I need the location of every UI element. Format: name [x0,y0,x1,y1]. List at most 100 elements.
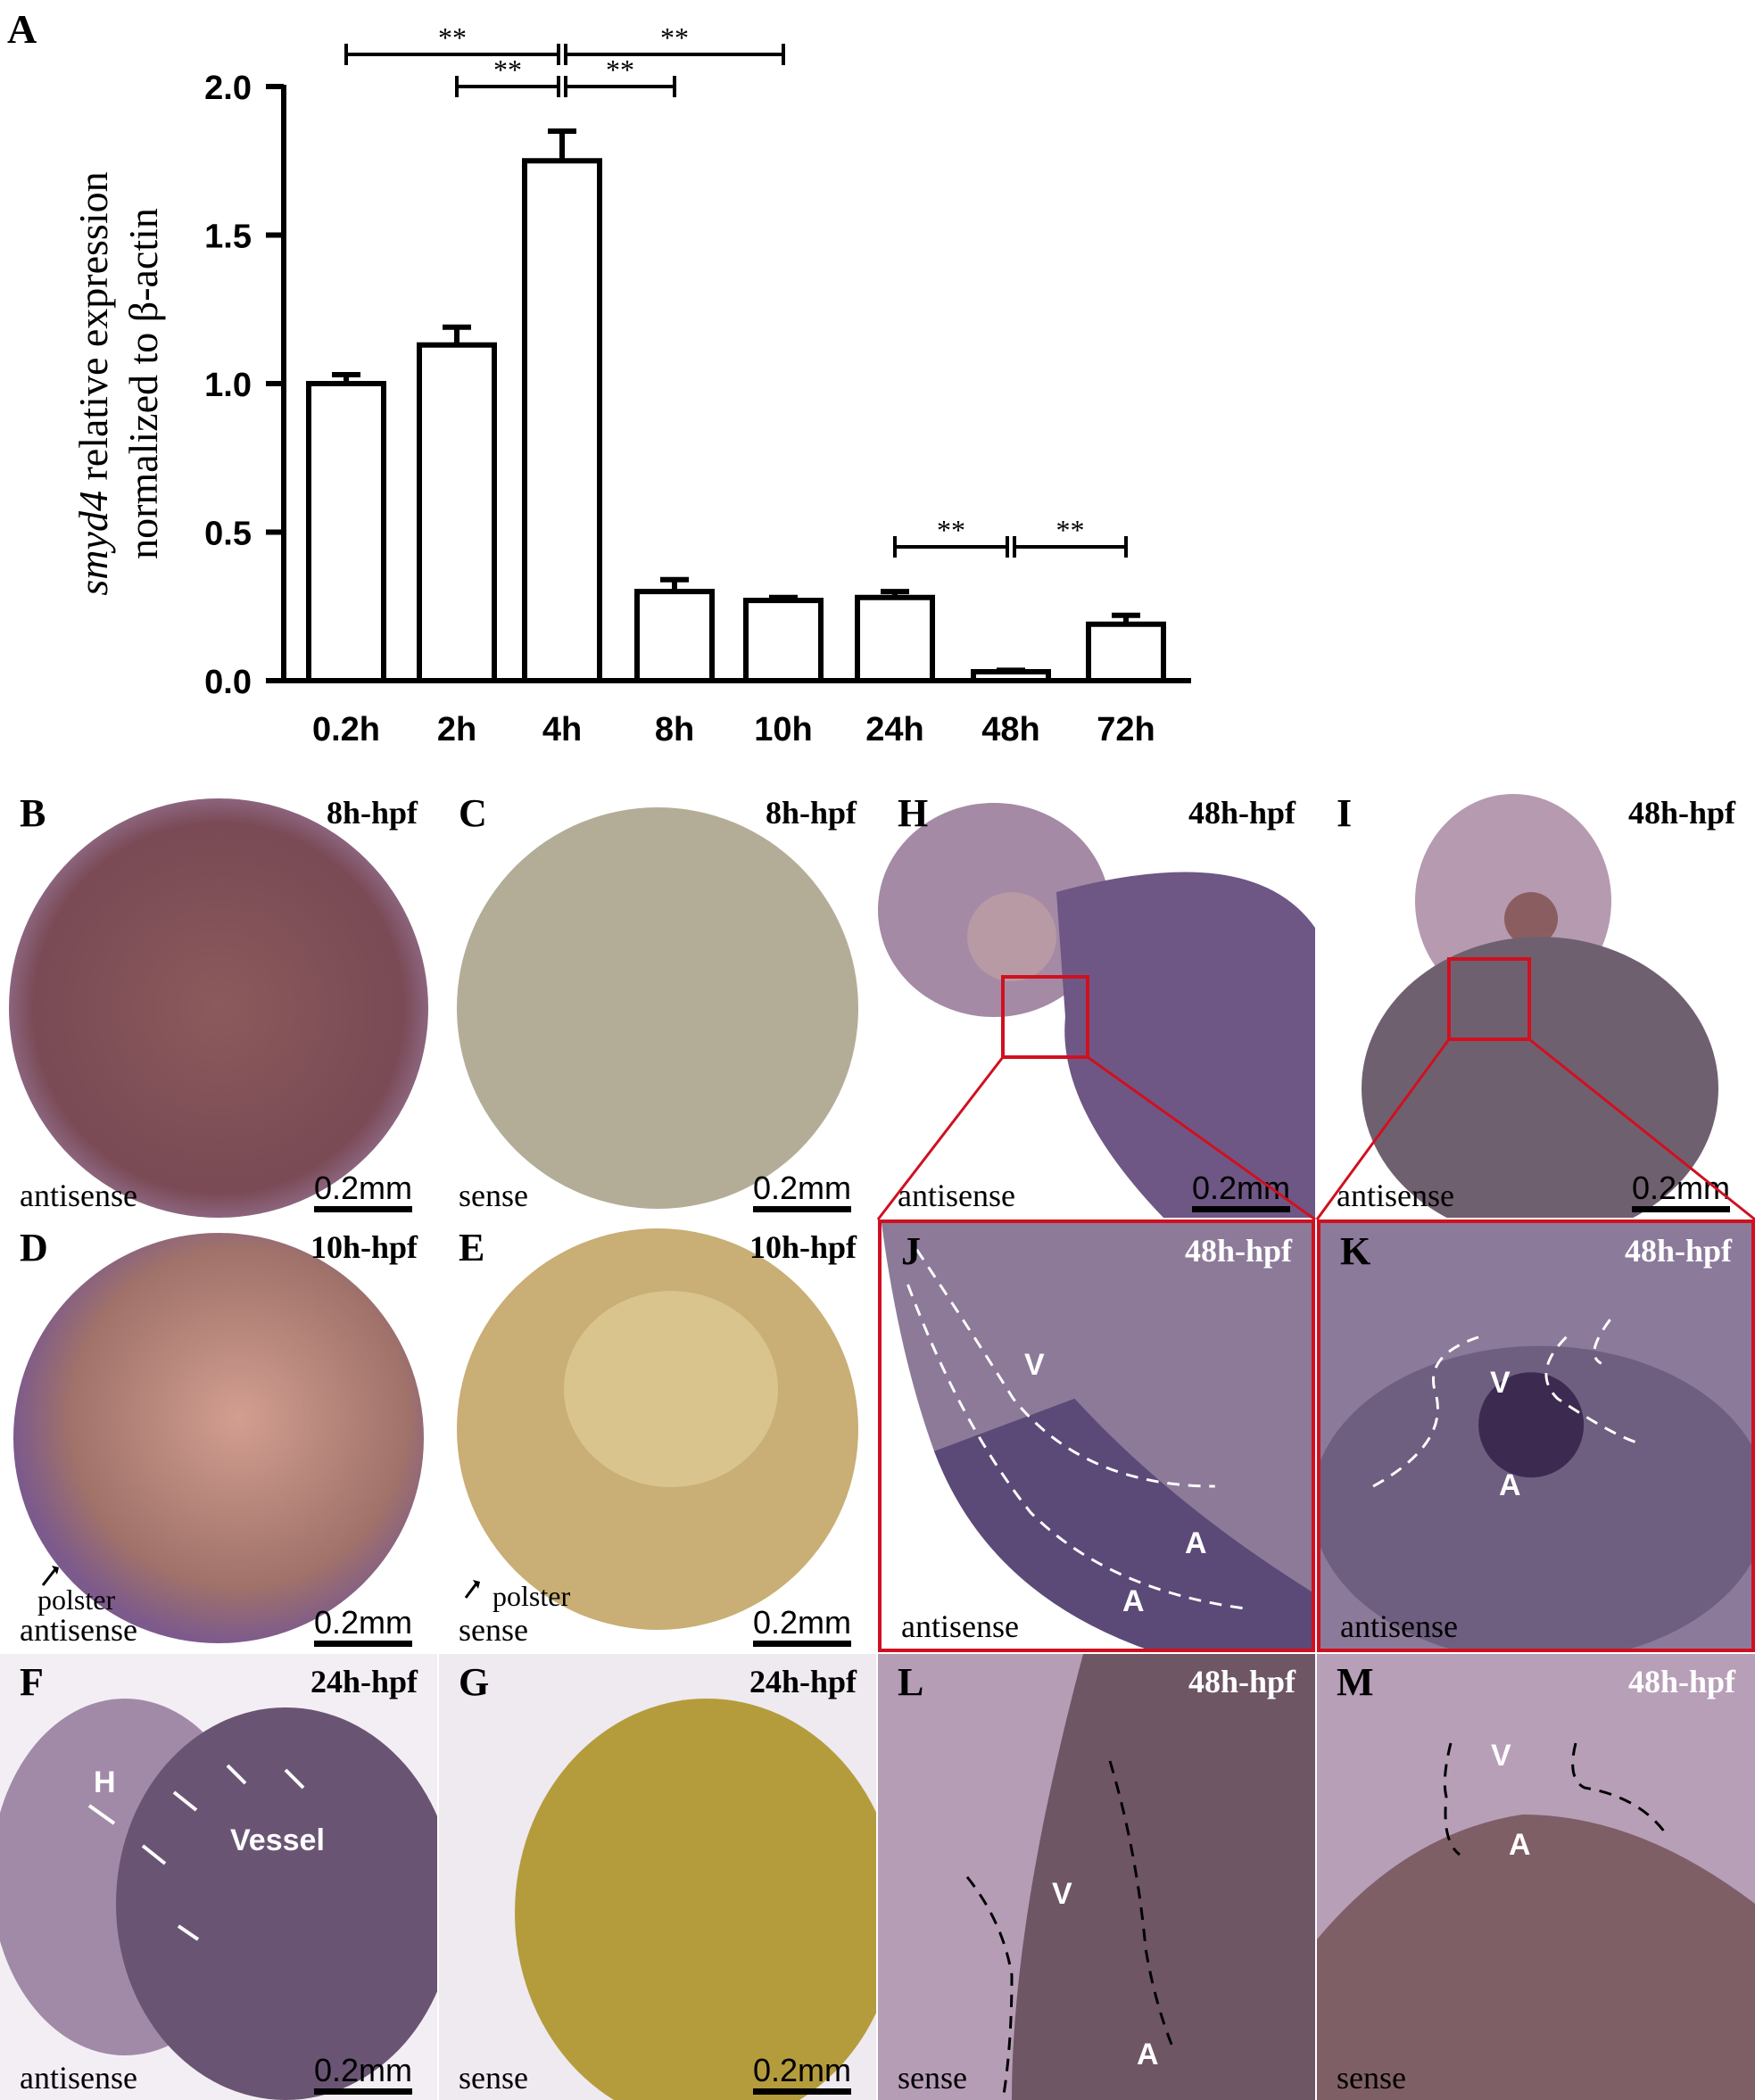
probe-label: antisense [1340,1608,1458,1644]
panel-time: 48h-hpf [1627,1664,1735,1699]
y-label-rest: relative expression [70,171,116,491]
x-tick-label: 72h [1097,711,1155,748]
x-tick-label: 8h [655,711,694,748]
panel-h: H 48h-hpf antisense 0.2mm [878,785,1315,1218]
y-tick-label: 0.5 [204,516,252,553]
bar [971,669,1051,684]
scale-bar: 0.2mm [753,1172,851,1218]
sig-label: ** [493,54,522,86]
panel-time: 24h-hpf [749,1664,857,1699]
bar [522,158,602,683]
panel-k: K 48h-hpf V A antisense [1317,1219,1755,1652]
panel-label: G [459,1660,490,1704]
panel-label: H [898,791,929,835]
bar [306,381,386,683]
panel-label: F [20,1660,44,1704]
bar [743,598,824,684]
probe-label: sense [1337,2060,1406,2096]
ventricle-label: V [1052,1877,1072,1911]
sig-label: ** [937,514,965,546]
panel-label-a: A [7,6,37,52]
bar [634,589,715,683]
bar [1086,621,1166,683]
y-label-line2: normalized to β-actin [120,208,166,559]
x-tick-label: 0.2h [312,711,380,748]
panel-time: 10h-hpf [310,1229,418,1265]
panel-f: F 24h-hpf H Vessel antisense 0.2mm [0,1654,437,2100]
polster-label: polster [37,1583,116,1616]
scale-bar: 0.2mm [1192,1172,1290,1218]
panel-label: J [901,1229,921,1273]
probe-label: sense [459,1612,528,1648]
sig-label: ** [660,21,689,54]
panel-label: I [1337,791,1353,835]
y-label-gene: smyd4 [70,491,116,596]
panel-time: 48h-hpf [1627,795,1735,831]
vessel-label: Vessel [230,1823,325,1857]
ventricle-label: V [1491,1739,1511,1773]
panel-label: D [20,1226,48,1269]
panel-label: E [459,1226,485,1269]
svg-text:smyd4 relative expression: smyd4 relative expression [70,171,116,595]
panel-label: C [459,791,487,835]
probe-label: sense [459,2060,528,2096]
scale-bar: 0.2mm [314,1172,412,1218]
probe-label: sense [898,2060,967,2096]
probe-label: antisense [20,1178,137,1213]
sig-label: ** [606,54,634,86]
ventricle-label: V [1490,1366,1511,1400]
x-tick-label: 2h [437,711,476,748]
atrium-label-2: A [1122,1584,1145,1618]
panel-label: B [20,791,46,835]
panel-time: 8h-hpf [765,795,857,831]
panel-j: J 48h-hpf V A A antisense [878,1219,1315,1652]
atrium-label: A [1499,1468,1521,1502]
y-tick-label: 1.0 [204,367,252,404]
panel-m: M 48h-hpf V A sense [1317,1654,1755,2100]
panel-label: L [898,1660,924,1704]
panel-time: 10h-hpf [749,1229,857,1265]
axes: 0.0 0.5 1.0 1.5 2.0 0.2h 2h 4h 8h 10h 24h 48h 72h [204,70,1191,748]
panel-time: 8h-hpf [326,795,418,831]
probe-label: antisense [20,2060,137,2096]
heart-label: H [94,1765,116,1799]
bars [306,128,1166,684]
scale-bar: 0.2mm [753,2055,851,2100]
significance-brackets: ** ** ** ** ** ** [344,21,1128,558]
bar-chart: A smyd4 relative expression normalized t… [7,6,1191,748]
panel-e: E 10h-hpf polster sense 0.2mm [439,1219,876,1652]
panel-time: 48h-hpf [1184,1233,1292,1269]
x-tick-label: 4h [542,711,582,748]
y-tick-label: 0.0 [204,664,252,701]
probe-label: antisense [1337,1178,1454,1213]
panel-time: 24h-hpf [310,1664,418,1699]
x-tick-label: 24h [865,711,923,748]
x-tick-label: 10h [754,711,812,748]
sig-label: ** [1056,514,1085,546]
panel-time: 48h-hpf [1624,1233,1732,1269]
sig-label: ** [438,21,467,54]
x-tick-label: 48h [981,711,1039,748]
panel-time: 48h-hpf [1188,795,1296,831]
atrium-label: A [1185,1526,1207,1560]
bar [417,342,497,683]
panel-label: K [1340,1229,1371,1273]
polster-label: polster [493,1580,571,1612]
panel-c: C 8h-hpf sense 0.2mm [439,785,876,1218]
panel-l: L 48h-hpf V A sense [878,1654,1315,2100]
scale-bar: 0.2mm [753,1607,851,1652]
probe-label: sense [459,1178,528,1213]
y-axis-label: smyd4 relative expression normalized to … [70,171,166,595]
panel-time: 48h-hpf [1188,1664,1296,1699]
panel-g: G 24h-hpf sense 0.2mm [439,1654,876,2100]
probe-label: antisense [20,1612,137,1648]
y-tick-label: 1.5 [204,219,252,256]
bar [855,594,935,684]
panel-d: D 10h-hpf polster antisense 0.2mm [0,1219,437,1652]
ventricle-label: V [1024,1348,1045,1382]
scale-bar: 0.2mm [314,1607,412,1652]
scale-bar: 0.2mm [1632,1172,1730,1218]
panel-i: I 48h-hpf antisense 0.2mm [1317,785,1755,1218]
atrium-label: A [1509,1828,1531,1862]
scale-bar: 0.2mm [314,2055,412,2100]
